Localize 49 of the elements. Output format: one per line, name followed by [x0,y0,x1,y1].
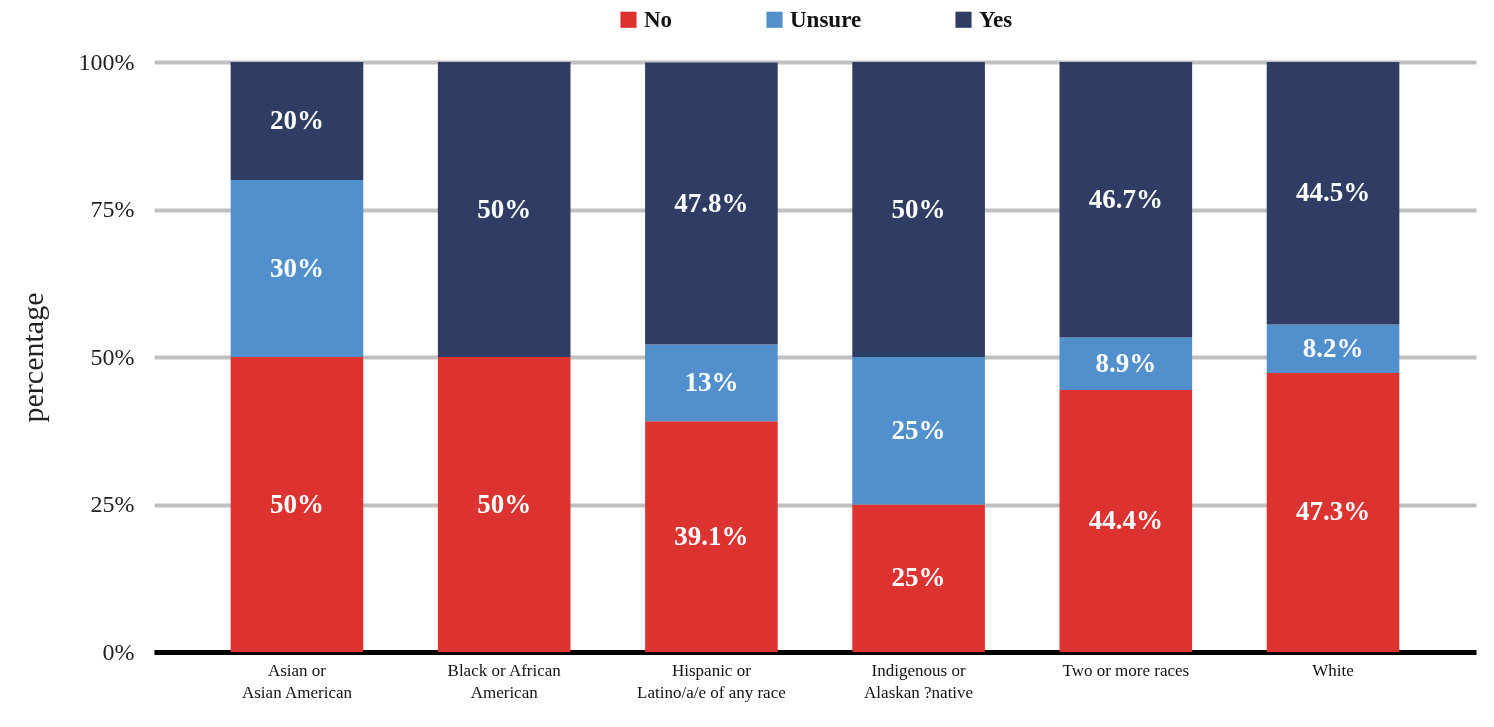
x-tick-label: Black or African American [447,660,562,702]
bar [1059,390,1193,652]
data-label: 47.8% [674,187,749,218]
x-tick-label: Hispanic or Latino/a/e of any race [637,660,786,702]
data-label: 44.4% [1088,505,1163,536]
x-tick-label: Two or more races [1062,660,1190,680]
y-tick-label: 75% [90,196,135,222]
y-tick-label: 50% [90,343,135,370]
data-label: 25% [891,414,946,445]
y-axis-title: percentage [15,292,49,423]
data-label: 47.3% [1295,496,1371,527]
bar [645,344,778,422]
x-tick-label: Indigenous or Alaskan ?native [864,660,974,702]
legend-label: Unsure [790,6,862,32]
legend-label: No [644,6,673,32]
data-label: 8.9% [1095,347,1157,378]
data-label: 50% [477,193,532,224]
y-tick-label: 100% [78,48,135,75]
bar [852,357,985,505]
x-tick-label: Asian or Asian American [241,660,353,702]
bar [1059,62,1193,338]
data-label: 46.7% [1088,183,1163,214]
data-label: 25% [891,562,946,593]
bar [437,62,571,357]
data-label: 13% [684,366,739,397]
bar [230,357,364,652]
data-label: 30% [269,252,324,283]
data-label: 20% [269,105,324,135]
bar [1266,62,1400,325]
bar [1266,324,1400,373]
data-label: 8.2% [1302,332,1364,363]
bar [852,62,985,357]
data-label: 39.1% [674,520,749,551]
bar [645,421,778,652]
data-label: 50% [269,488,324,519]
bar [1266,372,1400,652]
bar [1059,337,1193,391]
x-tick-label: White [1312,660,1354,680]
bar [437,357,571,652]
bar [230,62,364,180]
bar [230,180,364,357]
y-tick-label: 0% [102,638,135,665]
legend-label: Yes [979,6,1013,32]
data-label: 50% [477,488,532,519]
bar [852,504,985,652]
data-label: 50% [891,193,946,224]
data-label: 44.5% [1295,177,1371,208]
bar [645,62,778,345]
y-tick-label: 25% [90,491,135,517]
